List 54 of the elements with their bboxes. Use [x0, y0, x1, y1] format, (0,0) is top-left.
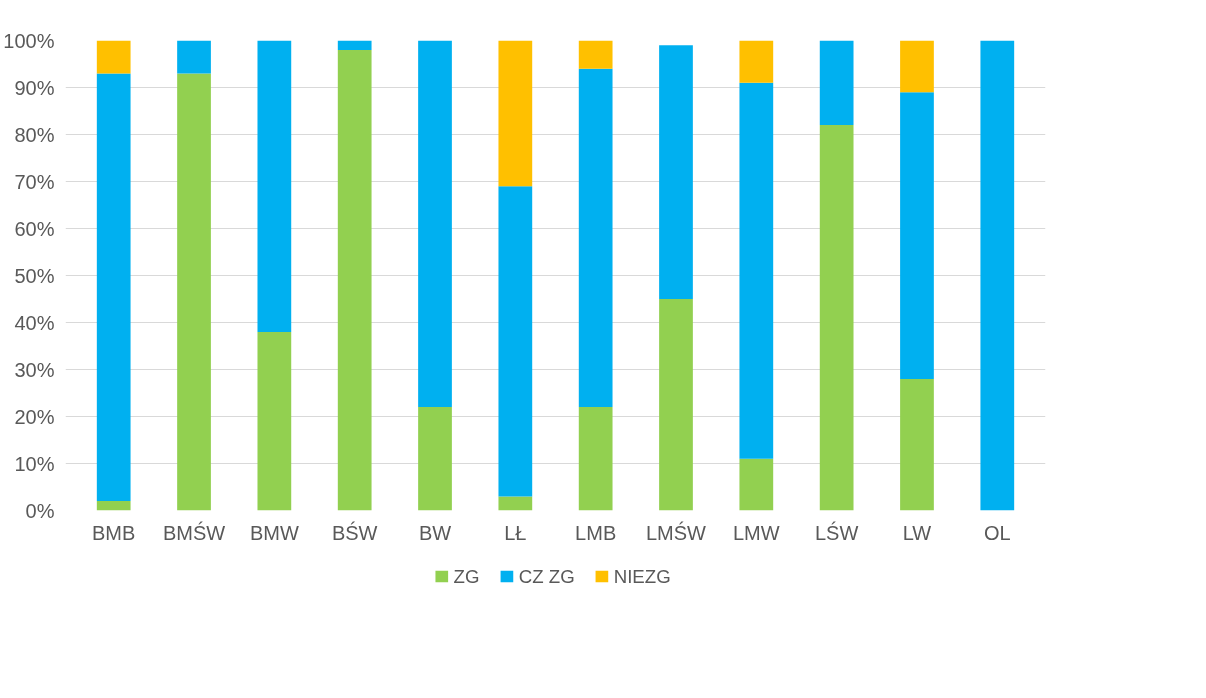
bar [498, 496, 533, 511]
bar [498, 40, 533, 187]
x-tick-label: LW [902, 521, 932, 544]
bar [819, 40, 854, 126]
x-tick-label: LMŚW [645, 520, 707, 544]
y-tick-label: 0% [25, 499, 55, 522]
x-tick-label: OL [983, 521, 1011, 544]
y-tick-label: 30% [14, 358, 55, 381]
bar [739, 82, 774, 459]
bar [498, 186, 533, 497]
bar [659, 299, 693, 511]
bar [739, 40, 774, 83]
y-tick-label: 100% [3, 29, 55, 52]
x-tick-label: LŁ [504, 521, 527, 544]
bar [96, 73, 131, 502]
bar [337, 40, 372, 50]
x-tick-label: BW [418, 521, 452, 544]
x-tick-label: LMW [732, 521, 780, 544]
bar [819, 125, 854, 511]
legend-label: ZG [453, 566, 480, 587]
y-tick-label: 40% [14, 311, 55, 334]
bar [980, 40, 1015, 511]
bar [900, 40, 934, 93]
bar [177, 73, 211, 511]
bar [659, 45, 693, 299]
x-tick-label: LŚW [814, 520, 859, 544]
bar [418, 407, 452, 511]
bar [578, 407, 613, 511]
bar [337, 49, 372, 511]
y-tick-label: 90% [14, 76, 55, 99]
bar [578, 40, 613, 69]
x-tick-label: LMB [575, 521, 617, 544]
y-tick-label: 20% [14, 405, 55, 428]
bar [96, 40, 131, 74]
bar [578, 68, 613, 408]
legend-label: NIEZG [613, 566, 671, 587]
bar [177, 40, 211, 74]
bar [739, 458, 774, 511]
y-tick-label: 10% [14, 452, 55, 475]
x-tick-label: BMŚW [162, 520, 226, 544]
legend-label: CZ ZG [518, 566, 575, 587]
y-tick-label: 70% [14, 170, 55, 193]
x-tick-label: BŚW [331, 520, 378, 544]
y-tick-label: 80% [14, 123, 55, 146]
y-tick-label: 60% [14, 217, 55, 240]
bar [96, 501, 131, 511]
bar [900, 378, 934, 511]
x-tick-label: BMW [249, 521, 299, 544]
bar [257, 331, 292, 511]
x-tick-label: BMB [92, 521, 136, 544]
y-tick-label: 50% [14, 264, 55, 287]
bar [900, 92, 934, 379]
bar [257, 40, 292, 332]
bar [418, 40, 452, 408]
